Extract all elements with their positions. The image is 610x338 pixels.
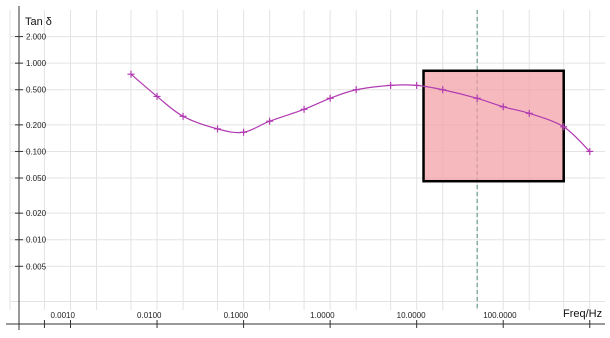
data-point-marker [586,147,594,155]
highlight-box [422,69,565,183]
y-tick-label: 0.050 [26,174,47,183]
y-tick-label: 0.020 [26,209,47,218]
data-point-marker [153,92,161,100]
series [127,70,594,155]
x-tick-label: 0.1000 [224,311,249,320]
x-axis-title: Freq/Hz [563,308,602,320]
axes [6,6,605,330]
y-tick-label: 0.100 [26,147,47,156]
y-axis-title: Tan δ [25,16,52,28]
data-point-marker [266,117,274,125]
data-point-marker [179,112,187,120]
y-tick-label: 0.010 [26,236,47,245]
data-point-marker [214,125,222,133]
data-point-marker [439,86,447,94]
data-point-marker [413,81,421,89]
data-point-marker [499,103,507,111]
x-tick-label: 10.0000 [397,311,426,320]
data-point-marker [127,70,135,78]
highlight-rectangle [422,69,565,183]
y-tick-label: 0.005 [26,262,47,271]
data-point-marker [240,128,248,136]
data-point-marker [560,123,568,131]
y-tick-label: 2.000 [26,33,47,42]
x-tick-label: 1.0000 [310,311,335,320]
y-tick-label: 0.200 [26,121,47,130]
data-point-marker [326,94,334,102]
x-tick-label: 0.0010 [50,311,75,320]
data-point-marker [473,94,481,102]
x-tick-label: 0.0100 [137,311,162,320]
axis-labels: 2.000 1.000 0.500 0.200 0.100 0.050 0.020 0.010… [26,33,517,320]
data-point-marker [300,105,308,113]
data-point-marker [352,86,360,94]
x-tick-label: 100.0000 [483,311,517,320]
y-tick-label: 1.000 [26,59,47,68]
data-point-marker [387,81,395,89]
data-point-marker [525,109,533,117]
y-tick-label: 0.500 [26,86,47,95]
